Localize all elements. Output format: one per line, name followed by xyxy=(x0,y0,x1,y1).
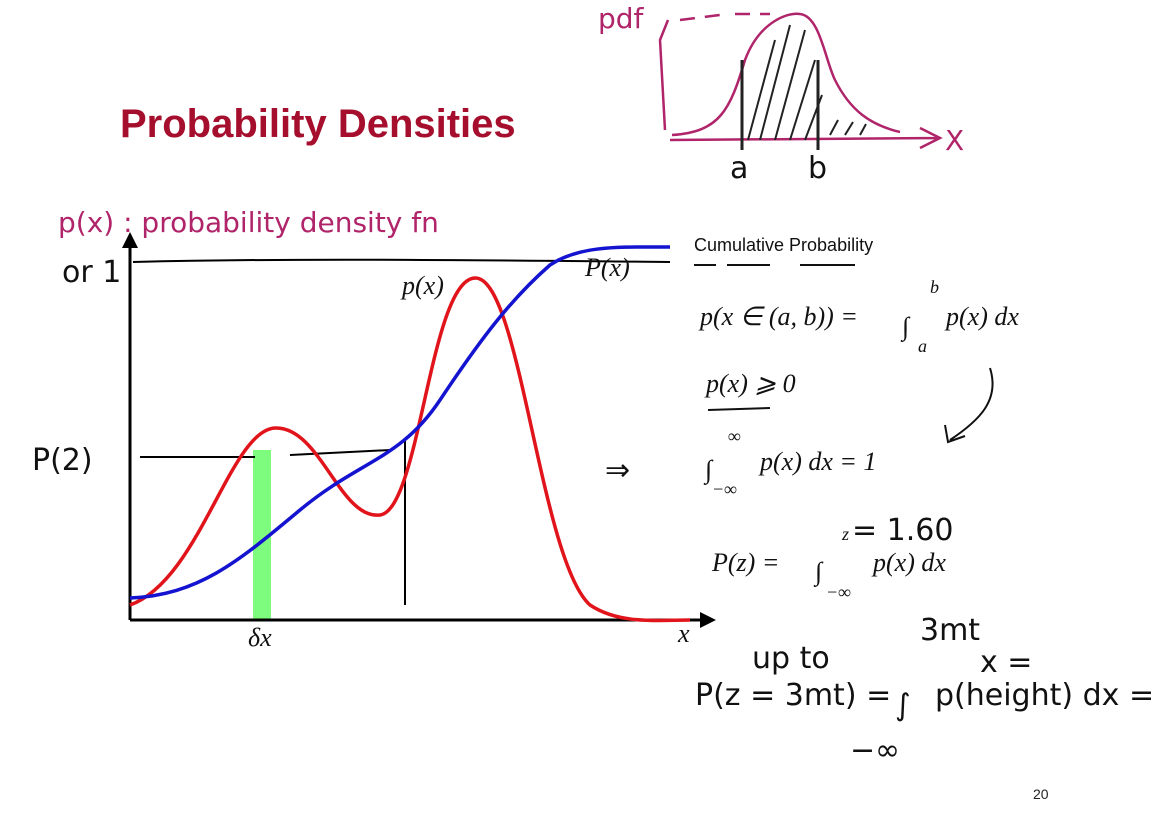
eq0-int: ∫ xyxy=(900,312,911,342)
cdf-curve xyxy=(129,245,671,600)
x-label: x xyxy=(677,619,690,648)
page-number: 20 xyxy=(1033,786,1049,802)
dx-strip xyxy=(253,450,271,620)
hand-z-value: = 1.60 xyxy=(852,513,953,548)
hand-or-one: or 1 xyxy=(62,255,121,290)
hand-final-rhs: p(height) dx = 1 xyxy=(935,678,1166,713)
hand-x-eq: x = xyxy=(980,645,1032,680)
hand-implies: ⇒ xyxy=(605,453,630,488)
pdf-curve xyxy=(129,276,691,623)
eq3-upper: z xyxy=(841,524,849,544)
eq3-lhs: P(z) = xyxy=(711,548,779,577)
hand-up-to: up to xyxy=(752,641,830,676)
hand-definition: p(x) : probability density fn xyxy=(58,206,439,239)
eq0-lower: a xyxy=(918,336,927,356)
density-figure xyxy=(122,232,716,628)
eq1-underline xyxy=(707,407,771,411)
pdf-sketch xyxy=(658,12,943,150)
pdf-label: p(x) xyxy=(400,271,444,300)
dx-label: δx xyxy=(248,623,272,652)
hand-final-lhs: P(z = 3mt) = xyxy=(695,678,891,713)
hand-p-two: P(2) xyxy=(32,443,93,478)
hand-pdf: pdf xyxy=(598,2,645,35)
eq0-rhs: p(x) dx xyxy=(944,302,1019,331)
eq0-lhs: p(x ∈ (a, b)) = xyxy=(698,302,858,331)
cdf-label: P(x) xyxy=(584,253,630,282)
eq3-lower: −∞ xyxy=(826,582,851,602)
hand-x: X xyxy=(945,124,964,157)
slide-title: Probability Densities xyxy=(120,102,516,146)
hand-arrow xyxy=(944,367,994,444)
eq0-upper: b xyxy=(930,277,939,297)
hand-minus-inf: −∞ xyxy=(850,733,900,768)
hand-lines xyxy=(140,440,406,605)
one-line xyxy=(132,258,671,263)
eq1: p(x) ⩾ 0 xyxy=(704,369,796,398)
hand-three-mt: 3mt xyxy=(920,613,980,648)
eq3-rhs: p(x) dx xyxy=(871,548,946,577)
x-arrow xyxy=(700,612,716,628)
hand-b: b xyxy=(808,151,827,186)
eq2-int: ∫ xyxy=(703,455,714,485)
y-arrow xyxy=(122,232,138,248)
hand-a: a xyxy=(730,151,748,186)
section-heading: Cumulative Probability xyxy=(694,235,873,255)
eq2-upper: ∞ xyxy=(728,426,741,446)
eq2-lower: −∞ xyxy=(712,479,737,499)
eq2-rhs: p(x) dx = 1 xyxy=(758,447,876,476)
hand-final-int: ∫ xyxy=(895,688,911,723)
eq3-int: ∫ xyxy=(813,557,824,587)
